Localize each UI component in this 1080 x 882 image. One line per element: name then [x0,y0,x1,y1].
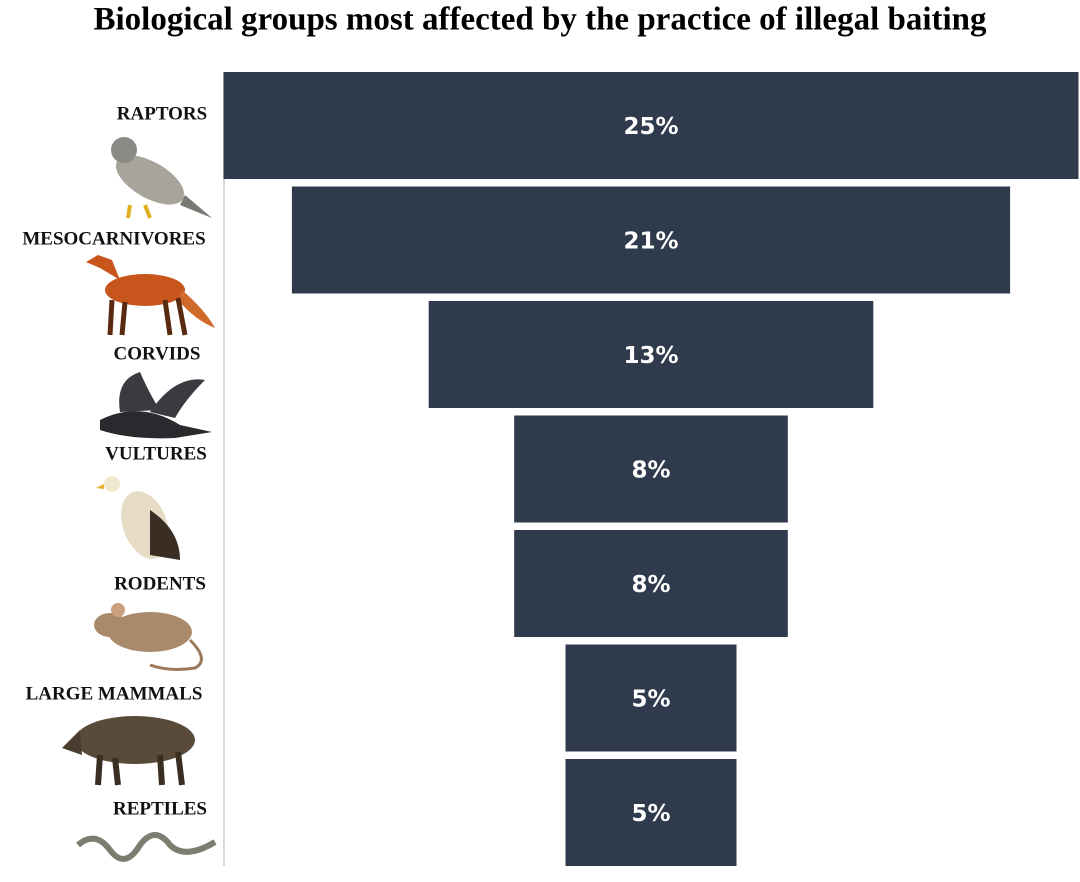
category-label: VULTURES [105,443,207,464]
value-label: 5% [631,801,670,827]
boar-icon [62,716,195,786]
funnel-bar [428,301,874,408]
category-label: RODENTS [114,573,206,594]
funnel-bar [291,186,1011,294]
value-label: 25% [623,114,678,140]
category-label: CORVIDS [114,343,201,364]
value-label: 21% [623,229,678,255]
funnel-bar [565,644,737,752]
funnel-bar [223,72,1079,179]
value-label: 8% [631,458,670,484]
fox-icon [86,255,215,336]
raptor-icon [111,137,212,219]
value-label: 13% [623,343,678,369]
category-label: LARGE MAMMALS [26,683,203,704]
rodent-icon [94,603,203,671]
funnel-bar [514,415,788,523]
value-label: 5% [631,687,670,713]
category-label: REPTILES [113,798,207,819]
icons [62,137,217,862]
category-label: RAPTORS [117,103,207,124]
vulture-icon [96,476,180,560]
snake-icon [76,832,217,862]
category-label: MESOCARNIVORES [22,228,205,249]
value-label: 8% [631,572,670,598]
funnel-bar [565,759,737,866]
funnel-bar [514,530,788,637]
crow-icon [100,372,212,439]
chart-title: Biological groups most affected by the p… [93,2,987,38]
